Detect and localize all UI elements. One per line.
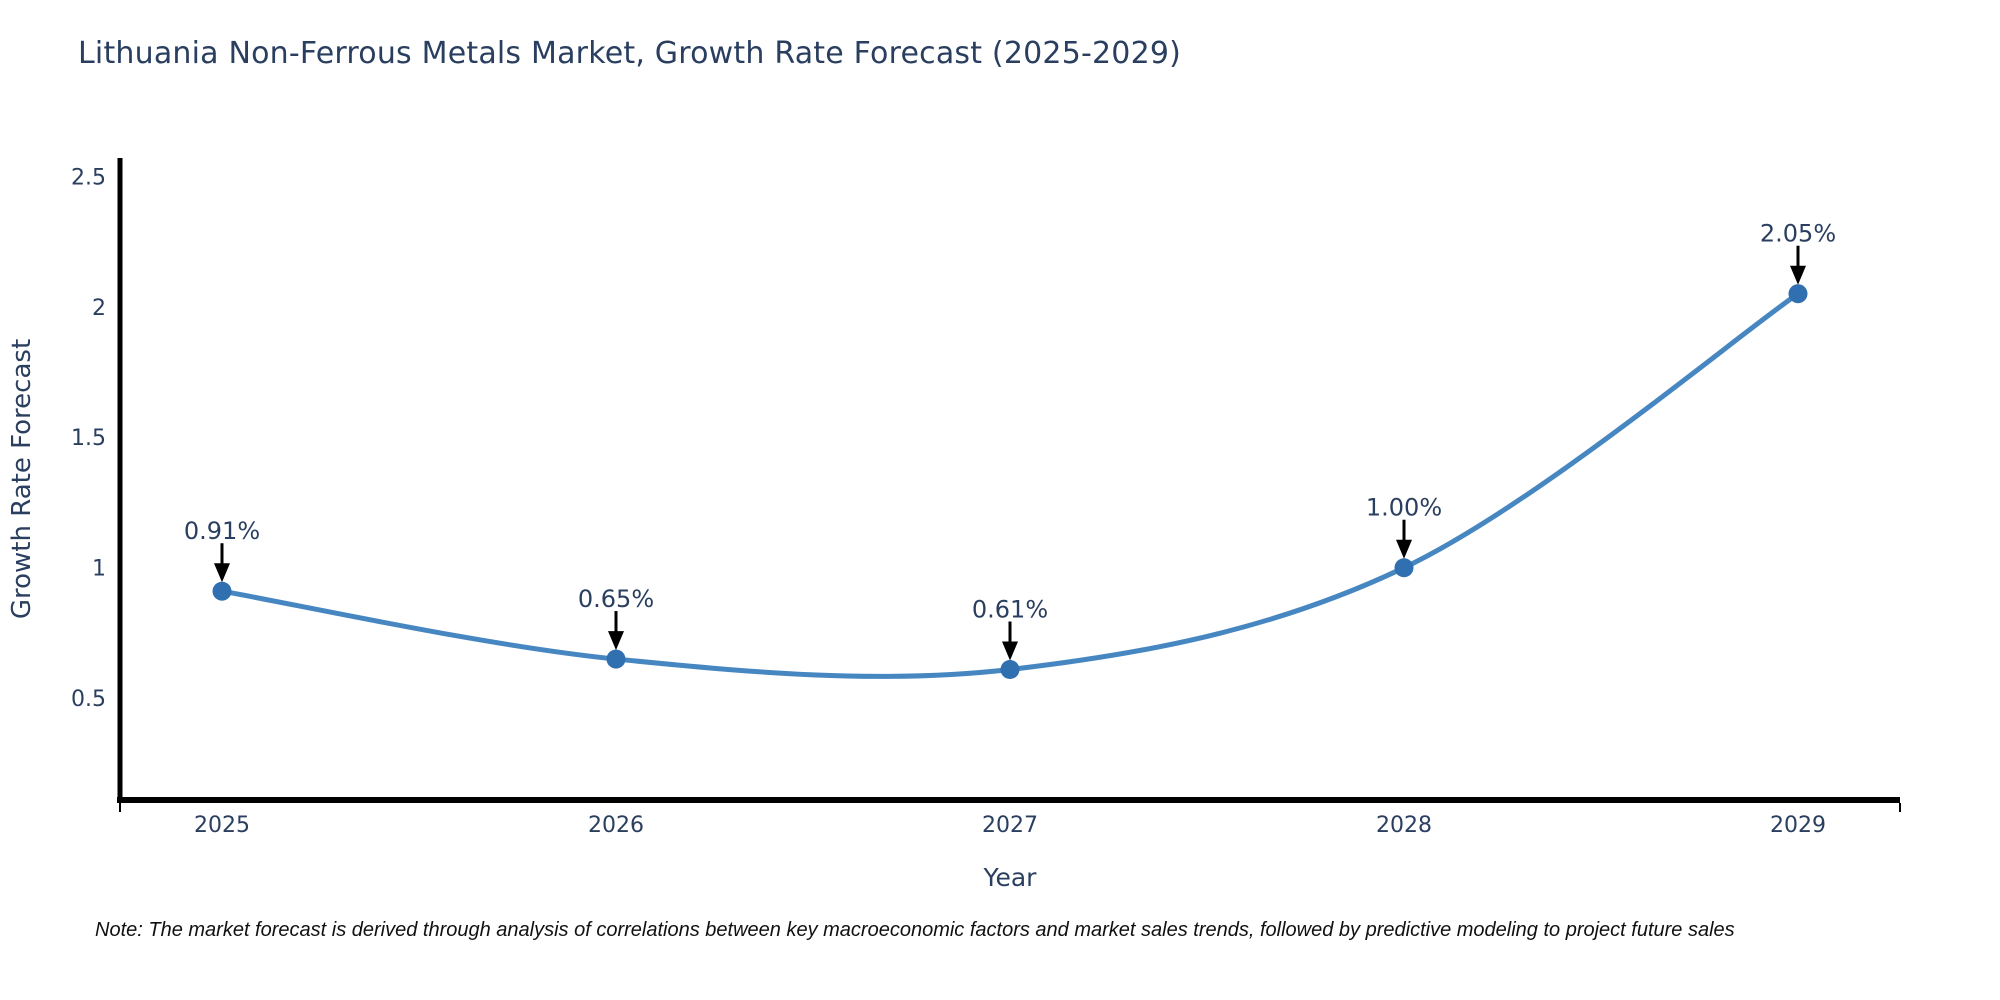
annotation-arrow-head (1790, 265, 1806, 285)
chart-footnote: Note: The market forecast is derived thr… (95, 919, 1735, 941)
data-point-marker (1000, 660, 1020, 680)
y-tick-label: 1 (92, 557, 106, 582)
x-tick-label: 2029 (1770, 813, 1826, 838)
annotation-arrow-head (608, 631, 624, 651)
data-point-label: 0.61% (972, 596, 1048, 624)
y-tick-label: 1.5 (71, 426, 106, 451)
data-point-marker (1788, 284, 1808, 304)
x-tick-label: 2027 (982, 813, 1038, 838)
x-tick-label: 2028 (1376, 813, 1432, 838)
data-point-label: 0.91% (184, 517, 260, 545)
y-tick-label: 2 (92, 296, 106, 321)
x-tick-label: 2025 (194, 813, 250, 838)
annotation-arrow-head (1396, 539, 1412, 559)
data-point-label: 1.00% (1366, 494, 1442, 522)
chart-title: Lithuania Non-Ferrous Metals Market, Gro… (78, 36, 1182, 71)
y-axis-title: Growth Rate Forecast (7, 339, 37, 619)
y-tick-label: 0.5 (71, 687, 106, 712)
data-point-marker (1394, 558, 1414, 578)
annotation-arrow-head (1002, 641, 1018, 661)
data-point-marker (606, 649, 626, 669)
data-point-marker (212, 581, 232, 601)
x-axis-title: Year (983, 863, 1038, 892)
annotation-arrow-head (214, 563, 230, 583)
x-tick-label: 2026 (588, 813, 644, 838)
data-point-label: 0.65% (578, 585, 654, 613)
data-point-label: 2.05% (1760, 220, 1836, 248)
y-tick-label: 2.5 (71, 165, 106, 190)
